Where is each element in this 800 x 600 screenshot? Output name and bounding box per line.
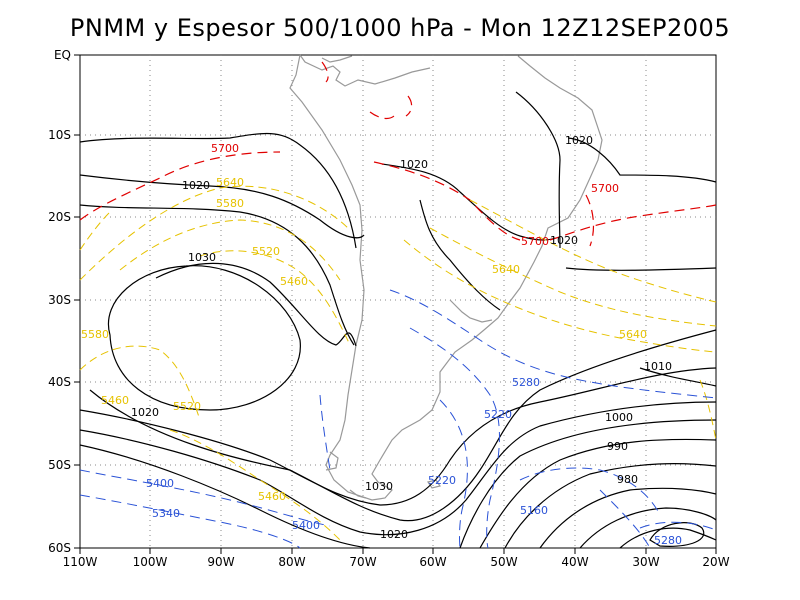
- thickness-yellow: [79, 185, 717, 541]
- isobar-label: 1020: [565, 134, 593, 147]
- thickness-label: 5460: [280, 275, 308, 288]
- lon-label: 60W: [419, 555, 446, 569]
- thickness-label: 5460: [101, 394, 129, 407]
- lon-label: 50W: [490, 555, 517, 569]
- lat-label: 40S: [48, 375, 71, 389]
- thickness-blue: [79, 289, 717, 549]
- isobar-label: 1020: [550, 234, 578, 247]
- lat-label: EQ: [54, 48, 71, 62]
- thickness-label: 5640: [492, 263, 520, 276]
- isobar-label: 1000: [605, 411, 633, 424]
- isobar-label: 1030: [365, 480, 393, 493]
- thickness-red-labels: 5700 5700 5700: [211, 142, 619, 248]
- isobar-label: 1020: [182, 179, 210, 192]
- isobar-label: 1020: [380, 528, 408, 541]
- isobar-label: 1030: [188, 251, 216, 264]
- thickness-label: 5280: [654, 534, 682, 547]
- thickness-label: 5160: [520, 504, 548, 517]
- thickness-label: 5220: [428, 474, 456, 487]
- thickness-label: 5220: [484, 408, 512, 421]
- thickness-label: 5400: [292, 519, 320, 532]
- lat-label: 30S: [48, 293, 71, 307]
- lon-label: 70W: [349, 555, 376, 569]
- thickness-label: 5520: [252, 245, 280, 258]
- lat-label: 20S: [48, 210, 71, 224]
- isobar-label: 1020: [400, 158, 428, 171]
- longitude-labels: 110W 100W 90W 80W 70W 60W 50W 40W 30W 20…: [63, 555, 730, 569]
- thickness-label: 5640: [619, 328, 647, 341]
- thickness-label: 5640: [216, 176, 244, 189]
- coastlines: [289, 54, 603, 501]
- thickness-label: 5700: [521, 235, 549, 248]
- thickness-label: 5580: [81, 328, 109, 341]
- thickness-label: 5580: [216, 197, 244, 210]
- thickness-5700: [79, 61, 717, 247]
- thickness-label: 5520: [173, 400, 201, 413]
- isobar-label: 1020: [131, 406, 159, 419]
- thickness-label: 5460: [258, 490, 286, 503]
- lat-label: 60S: [48, 541, 71, 555]
- isobar-label: 990: [607, 440, 628, 453]
- lat-label: 50S: [48, 458, 71, 472]
- isobar-label: 1010: [644, 360, 672, 373]
- thickness-blue-labels: 5280 5220 5400 5340 5400 5160 5280 5220: [146, 376, 682, 547]
- thickness-label: 5340: [152, 507, 180, 520]
- isobar-labels: 1020 1020 1020 1020 1030 1020 1010 1000 …: [131, 134, 672, 541]
- thickness-label: 5700: [211, 142, 239, 155]
- lat-label: 10S: [48, 128, 71, 142]
- lon-label: 90W: [207, 555, 234, 569]
- thickness-label: 5400: [146, 477, 174, 490]
- isobars: [79, 91, 717, 549]
- thickness-label: 5700: [591, 182, 619, 195]
- isobar-label: 980: [617, 473, 638, 486]
- lon-label: 40W: [561, 555, 588, 569]
- chart-title: PNMM y Espesor 500/1000 hPa - Mon 12Z12S…: [69, 14, 731, 42]
- thickness-label: 5280: [512, 376, 540, 389]
- lon-label: 110W: [63, 555, 98, 569]
- lon-label: 30W: [632, 555, 659, 569]
- lon-label: 20W: [702, 555, 729, 569]
- thickness-yellow-labels: 5640 5580 5520 5460 5580 5460 5520 5460 …: [81, 176, 647, 503]
- lon-label: 100W: [133, 555, 168, 569]
- graticule: [80, 55, 716, 548]
- lon-label: 80W: [278, 555, 305, 569]
- latitude-labels: EQ 10S 20S 30S 40S 50S 60S: [48, 48, 71, 555]
